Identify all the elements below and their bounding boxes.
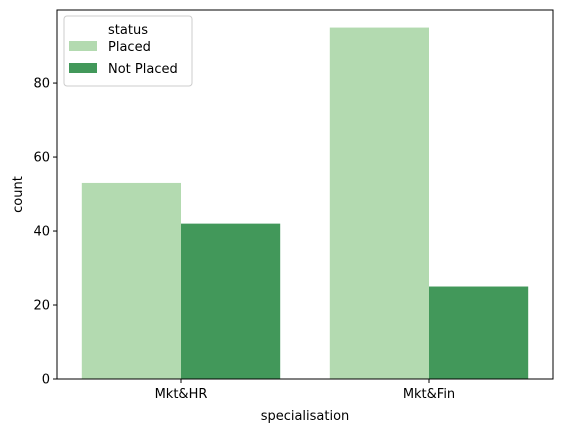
legend-label: Placed xyxy=(108,40,151,55)
y-tick-label: 60 xyxy=(33,151,50,166)
legend-swatch xyxy=(69,63,97,73)
legend-swatch xyxy=(69,41,97,51)
legend-title: status xyxy=(108,23,148,38)
y-axis-title: count xyxy=(11,176,26,213)
x-axis: Mkt&HR Mkt&Fin xyxy=(155,379,455,402)
legend: status Placed Not Placed xyxy=(63,15,193,87)
y-tick-label: 20 xyxy=(33,299,50,314)
y-tick-label: 80 xyxy=(33,77,50,92)
bar-not-placed-1 xyxy=(429,286,529,379)
x-axis-title: specialisation xyxy=(261,409,350,424)
bar-placed-1 xyxy=(329,27,429,379)
bar-placed-0 xyxy=(81,182,181,379)
legend-items: Placed Not Placed xyxy=(69,40,178,77)
y-tick-label: 0 xyxy=(42,373,50,388)
x-tick-label: Mkt&HR xyxy=(155,387,208,402)
bars-group xyxy=(81,27,529,379)
legend-label: Not Placed xyxy=(108,62,178,77)
bar-not-placed-0 xyxy=(181,223,281,379)
plot-frame xyxy=(56,9,554,380)
y-tick-label: 40 xyxy=(33,225,50,240)
y-axis: 0 20 40 60 80 xyxy=(33,77,57,388)
x-tick-label: Mkt&Fin xyxy=(403,387,455,402)
